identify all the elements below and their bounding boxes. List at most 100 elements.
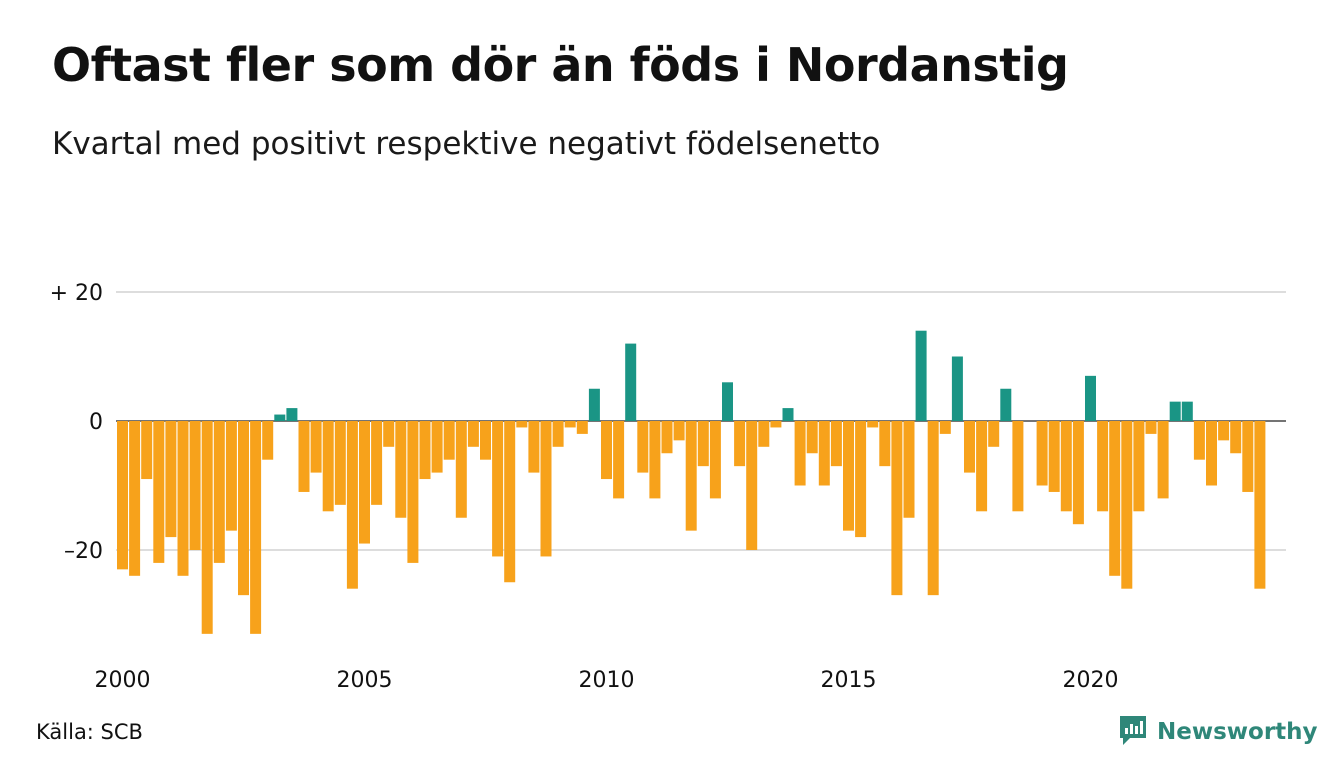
bar-negative[interactable] xyxy=(201,421,213,634)
bar-negative[interactable] xyxy=(1242,421,1254,492)
bar-negative[interactable] xyxy=(843,421,854,531)
bar-negative[interactable] xyxy=(867,421,879,428)
bar-negative[interactable] xyxy=(225,421,237,531)
bar-negative[interactable] xyxy=(1206,421,1217,486)
bar-negative[interactable] xyxy=(818,421,830,486)
bar-negative[interactable] xyxy=(153,421,165,563)
bar-positive[interactable] xyxy=(274,414,286,421)
bar-negative[interactable] xyxy=(141,421,153,480)
bar-negative[interactable] xyxy=(855,421,867,538)
chart-title: Oftast fler som dör än föds i Nordanstig xyxy=(52,38,1069,92)
bar-negative[interactable] xyxy=(407,421,419,563)
bar-negative[interactable] xyxy=(927,421,939,596)
bar-negative[interactable] xyxy=(346,421,358,589)
bar-negative[interactable] xyxy=(383,421,395,447)
bar-negative[interactable] xyxy=(480,421,491,460)
bar-negative[interactable] xyxy=(165,421,177,538)
bar-negative[interactable] xyxy=(613,421,625,499)
brand-name: Newsworthy xyxy=(1157,719,1318,745)
bar-negative[interactable] xyxy=(1036,421,1048,486)
bar-positive[interactable] xyxy=(951,356,963,422)
bar-negative[interactable] xyxy=(189,421,201,550)
bar-negative[interactable] xyxy=(770,421,782,428)
bar-negative[interactable] xyxy=(177,421,189,576)
bar-negative[interactable] xyxy=(964,421,975,473)
bar-negative[interactable] xyxy=(1145,421,1157,434)
bar-positive[interactable] xyxy=(286,408,298,421)
bar-positive[interactable] xyxy=(625,343,637,421)
bar-negative[interactable] xyxy=(1157,421,1169,499)
bar-negative[interactable] xyxy=(1218,421,1230,441)
bar-negative[interactable] xyxy=(238,421,249,596)
bar-negative[interactable] xyxy=(734,421,746,467)
bar-positive[interactable] xyxy=(1181,401,1193,421)
bar-negative[interactable] xyxy=(552,421,564,447)
bar-positive[interactable] xyxy=(1000,388,1012,421)
bar-negative[interactable] xyxy=(262,421,274,460)
bar-negative[interactable] xyxy=(879,421,891,467)
bar-negative[interactable] xyxy=(213,421,225,563)
bar-negative[interactable] xyxy=(976,421,988,512)
bar-negative[interactable] xyxy=(697,421,709,467)
bar-negative[interactable] xyxy=(516,421,528,428)
bar-negative[interactable] xyxy=(1230,421,1242,454)
bar-negative[interactable] xyxy=(1254,421,1266,589)
bar-negative[interactable] xyxy=(1109,421,1121,576)
bar-negative[interactable] xyxy=(649,421,661,499)
bar-negative[interactable] xyxy=(1193,421,1205,460)
bar-negative[interactable] xyxy=(685,421,697,531)
bar-negative[interactable] xyxy=(746,421,758,550)
bar-negative[interactable] xyxy=(673,421,685,441)
bar-negative[interactable] xyxy=(431,421,443,473)
bar-negative[interactable] xyxy=(903,421,915,518)
x-tick-label: 2000 xyxy=(95,668,151,693)
bar-negative[interactable] xyxy=(540,421,552,557)
bar-negative[interactable] xyxy=(419,421,431,480)
bar-negative[interactable] xyxy=(322,421,334,512)
brand-logo[interactable]: Newsworthy xyxy=(1118,714,1318,750)
bar-positive[interactable] xyxy=(722,382,733,421)
bar-negative[interactable] xyxy=(564,421,576,428)
bar-negative[interactable] xyxy=(576,421,588,434)
bar-negative[interactable] xyxy=(1012,421,1024,512)
bar-negative[interactable] xyxy=(1133,421,1145,512)
bar-positive[interactable] xyxy=(1085,375,1096,421)
bar-positive[interactable] xyxy=(915,330,927,421)
bar-negative[interactable] xyxy=(830,421,842,467)
bar-negative[interactable] xyxy=(1048,421,1060,492)
bar-positive[interactable] xyxy=(588,388,600,421)
bar-negative[interactable] xyxy=(492,421,504,557)
bar-negative[interactable] xyxy=(455,421,467,518)
bar-positive[interactable] xyxy=(1169,401,1181,421)
bar-negative[interactable] xyxy=(334,421,346,505)
bar-negative[interactable] xyxy=(371,421,383,505)
bar-negative[interactable] xyxy=(709,421,721,499)
bar-negative[interactable] xyxy=(1072,421,1084,525)
bar-negative[interactable] xyxy=(504,421,516,583)
bar-negative[interactable] xyxy=(1097,421,1109,512)
bar-negative[interactable] xyxy=(637,421,649,473)
axis-labels: + 20 0 –20 2000 2005 2010 2015 2020 xyxy=(50,281,1119,693)
bar-negative[interactable] xyxy=(359,421,370,544)
bar-negative[interactable] xyxy=(467,421,479,447)
bar-negative[interactable] xyxy=(1121,421,1133,589)
bar-negative[interactable] xyxy=(528,421,540,473)
bar-negative[interactable] xyxy=(129,421,141,576)
bar-negative[interactable] xyxy=(1060,421,1072,512)
bar-negative[interactable] xyxy=(395,421,407,518)
bar-negative[interactable] xyxy=(661,421,673,454)
bar-negative[interactable] xyxy=(939,421,951,434)
bar-negative[interactable] xyxy=(601,421,612,480)
bar-negative[interactable] xyxy=(117,421,128,570)
bar-positive[interactable] xyxy=(782,408,794,421)
bar-negative[interactable] xyxy=(988,421,1000,447)
bar-negative[interactable] xyxy=(298,421,310,492)
bar-negative[interactable] xyxy=(794,421,806,486)
bar-negative[interactable] xyxy=(758,421,770,447)
bar-negative[interactable] xyxy=(250,421,262,634)
bar-negative[interactable] xyxy=(806,421,818,454)
bar-negative[interactable] xyxy=(310,421,322,473)
bar-negative[interactable] xyxy=(891,421,903,596)
bar-negative[interactable] xyxy=(443,421,455,460)
